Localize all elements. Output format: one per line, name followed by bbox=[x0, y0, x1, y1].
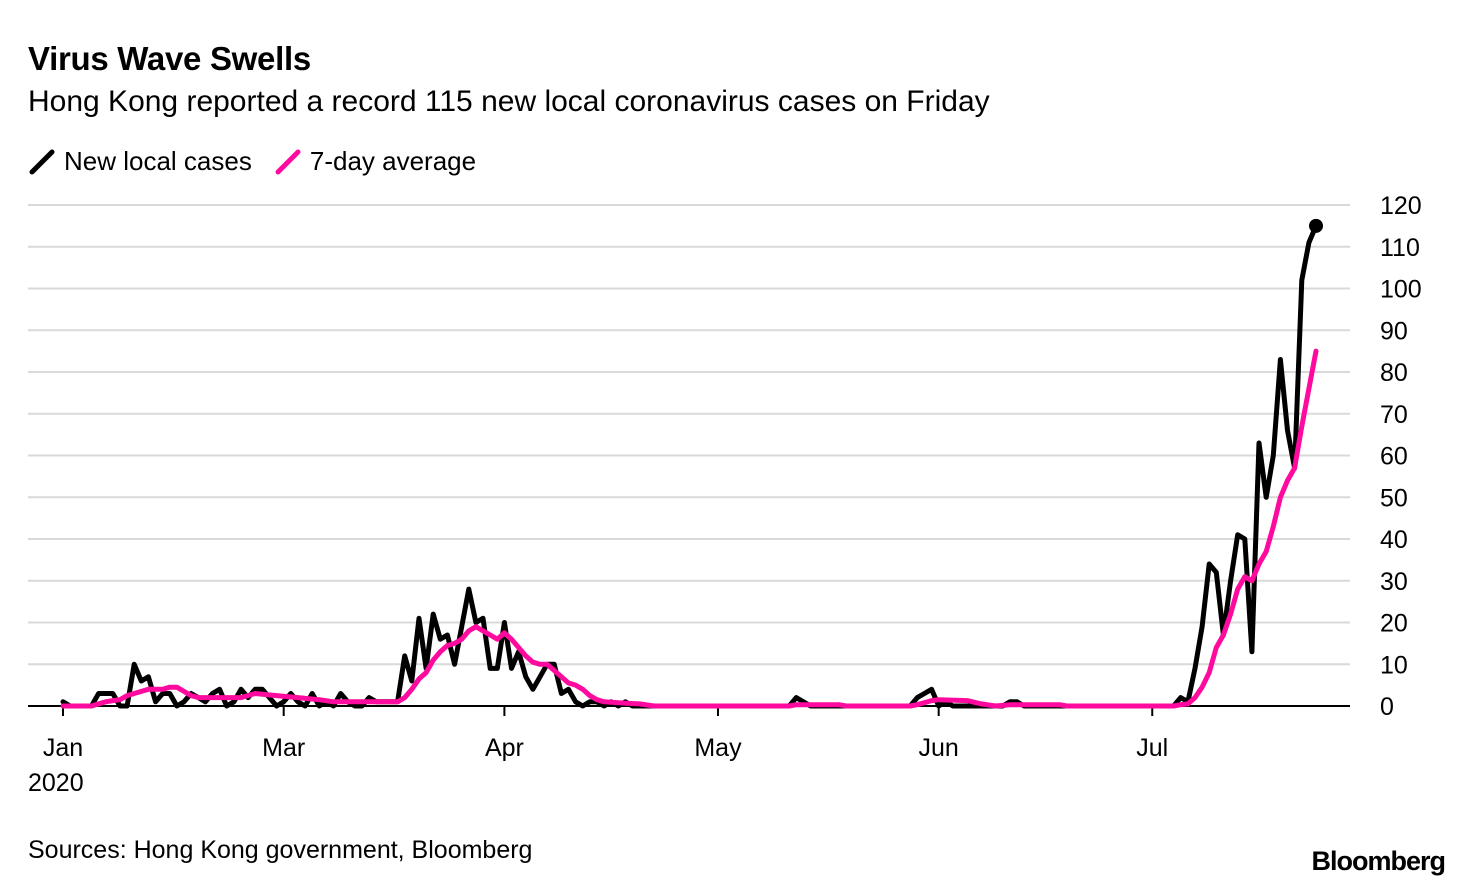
legend-swatch-pink-line-icon bbox=[275, 149, 301, 174]
y-tick-label: 80 bbox=[1380, 359, 1408, 387]
legend-label: New local cases bbox=[64, 146, 252, 176]
source-note: Sources: Hong Kong government, Bloomberg bbox=[28, 836, 533, 864]
y-tick-label: 100 bbox=[1380, 276, 1422, 304]
y-tick-label: 70 bbox=[1380, 401, 1408, 429]
y-tick-label: 110 bbox=[1380, 234, 1420, 262]
y-tick-label: 120 bbox=[1380, 192, 1422, 220]
y-tick-label: 30 bbox=[1380, 568, 1408, 596]
chart-title: Virus Wave Swells bbox=[28, 40, 311, 77]
legend-item-new-local-cases: New local cases bbox=[28, 146, 252, 177]
x-axis-ticks: Jan 2020 Mar Apr May Jun Jul bbox=[28, 706, 1168, 797]
gridlines bbox=[28, 204, 1350, 707]
x-tick-label: May bbox=[694, 734, 742, 762]
x-tick-label: Jun bbox=[919, 734, 959, 762]
legend-label: 7-day average bbox=[309, 146, 477, 176]
y-axis-ticks: 0 10 20 30 40 50 60 70 80 90 100 110 120 bbox=[1380, 192, 1422, 721]
legend-swatch-black-line-icon bbox=[29, 149, 55, 174]
y-tick-label: 60 bbox=[1380, 443, 1408, 471]
bloomberg-logo: Bloomberg bbox=[1311, 846, 1446, 876]
legend-item-7-day-average: 7-day average bbox=[274, 146, 476, 177]
y-tick-label: 40 bbox=[1380, 526, 1408, 554]
x-tick-label: Apr bbox=[485, 734, 524, 762]
legend: New local cases 7-day average bbox=[28, 146, 498, 177]
x-tick-label: Jul bbox=[1136, 734, 1168, 762]
y-tick-label: 50 bbox=[1380, 484, 1408, 512]
chart-subtitle: Hong Kong reported a record 115 new loca… bbox=[28, 85, 990, 118]
y-tick-label: 0 bbox=[1380, 693, 1394, 721]
y-tick-label: 20 bbox=[1380, 610, 1408, 638]
x-tick-year-label: 2020 bbox=[28, 769, 84, 797]
x-tick-label: Jan bbox=[43, 734, 83, 762]
y-tick-label: 10 bbox=[1380, 651, 1408, 679]
series-line-7-day-average bbox=[60, 348, 1319, 709]
latest-value-marker bbox=[1309, 218, 1323, 233]
series-lines bbox=[60, 218, 1323, 709]
x-tick-label: Mar bbox=[262, 734, 305, 762]
series-line-new-local-cases bbox=[60, 223, 1319, 709]
y-tick-label: 90 bbox=[1380, 317, 1408, 345]
